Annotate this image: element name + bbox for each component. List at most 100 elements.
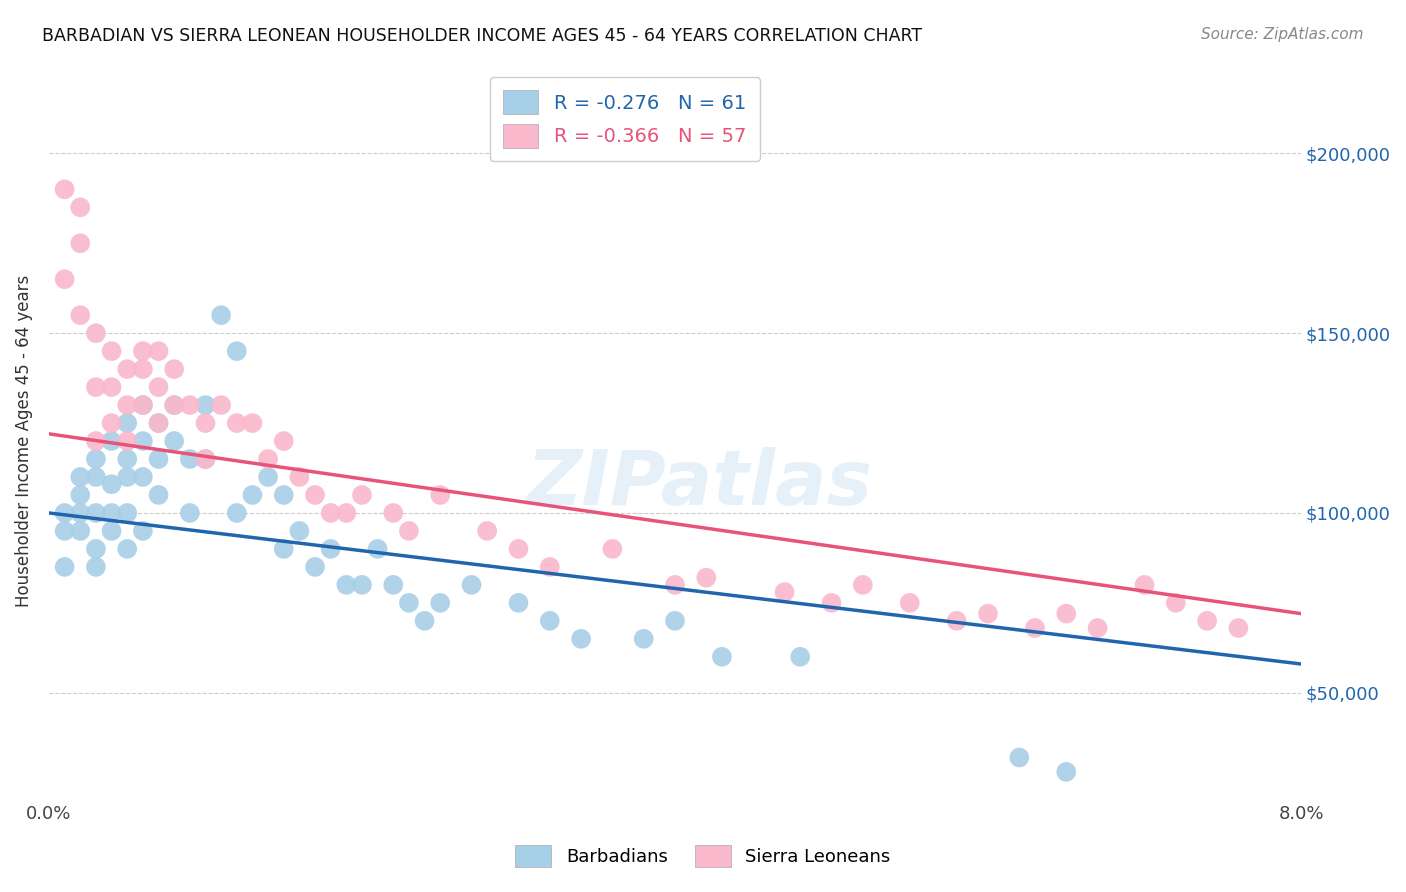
Point: [335, 578, 357, 592]
Point: [53, 182, 76, 196]
Point: [148, 416, 170, 430]
Point: [538, 614, 561, 628]
Point: [84, 470, 107, 484]
Point: [633, 632, 655, 646]
Point: [695, 571, 717, 585]
Point: [319, 506, 342, 520]
Point: [209, 308, 232, 322]
Point: [335, 506, 357, 520]
Point: [242, 416, 264, 430]
Point: [273, 541, 295, 556]
Point: [69, 488, 91, 502]
Point: [225, 344, 247, 359]
Point: [257, 470, 280, 484]
Point: [163, 362, 186, 376]
Point: [148, 452, 170, 467]
Point: [1008, 750, 1031, 764]
Point: [1054, 764, 1077, 779]
Point: [100, 506, 122, 520]
Point: [84, 380, 107, 394]
Point: [429, 488, 451, 502]
Point: [194, 452, 217, 467]
Point: [132, 434, 155, 448]
Point: [100, 416, 122, 430]
Point: [569, 632, 592, 646]
Legend: R = -0.276   N = 61, R = -0.366   N = 57: R = -0.276 N = 61, R = -0.366 N = 57: [489, 77, 761, 161]
Point: [132, 524, 155, 538]
Point: [852, 578, 875, 592]
Point: [413, 614, 436, 628]
Text: Source: ZipAtlas.com: Source: ZipAtlas.com: [1201, 27, 1364, 42]
Point: [257, 452, 280, 467]
Point: [602, 541, 624, 556]
Point: [69, 506, 91, 520]
Point: [225, 506, 247, 520]
Point: [148, 380, 170, 394]
Point: [69, 308, 91, 322]
Point: [477, 524, 499, 538]
Point: [132, 344, 155, 359]
Point: [382, 506, 405, 520]
Point: [1197, 614, 1219, 628]
Point: [710, 649, 733, 664]
Point: [773, 585, 796, 599]
Point: [242, 488, 264, 502]
Point: [194, 398, 217, 412]
Point: [100, 344, 122, 359]
Point: [367, 541, 389, 556]
Point: [115, 470, 138, 484]
Text: ZIPatlas: ZIPatlas: [527, 447, 873, 521]
Point: [163, 434, 186, 448]
Point: [100, 380, 122, 394]
Point: [508, 541, 530, 556]
Point: [84, 452, 107, 467]
Point: [1164, 596, 1187, 610]
Point: [977, 607, 1000, 621]
Point: [350, 488, 373, 502]
Point: [1227, 621, 1250, 635]
Point: [53, 506, 76, 520]
Point: [148, 488, 170, 502]
Point: [209, 398, 232, 412]
Point: [179, 398, 201, 412]
Point: [84, 326, 107, 341]
Point: [115, 398, 138, 412]
Point: [163, 398, 186, 412]
Point: [69, 524, 91, 538]
Point: [100, 434, 122, 448]
Point: [382, 578, 405, 592]
Point: [1133, 578, 1156, 592]
Point: [115, 416, 138, 430]
Y-axis label: Householder Income Ages 45 - 64 years: Householder Income Ages 45 - 64 years: [15, 275, 32, 607]
Point: [53, 272, 76, 286]
Text: BARBADIAN VS SIERRA LEONEAN HOUSEHOLDER INCOME AGES 45 - 64 YEARS CORRELATION CH: BARBADIAN VS SIERRA LEONEAN HOUSEHOLDER …: [42, 27, 922, 45]
Point: [194, 452, 217, 467]
Point: [1024, 621, 1046, 635]
Point: [132, 470, 155, 484]
Point: [225, 416, 247, 430]
Point: [100, 524, 122, 538]
Point: [148, 344, 170, 359]
Point: [304, 488, 326, 502]
Point: [69, 200, 91, 214]
Point: [84, 560, 107, 574]
Point: [1087, 621, 1109, 635]
Point: [132, 398, 155, 412]
Legend: Barbadians, Sierra Leoneans: Barbadians, Sierra Leoneans: [508, 838, 898, 874]
Point: [69, 470, 91, 484]
Point: [69, 236, 91, 251]
Point: [288, 524, 311, 538]
Point: [132, 398, 155, 412]
Point: [664, 614, 686, 628]
Point: [1054, 607, 1077, 621]
Point: [132, 362, 155, 376]
Point: [115, 452, 138, 467]
Point: [194, 416, 217, 430]
Point: [115, 506, 138, 520]
Point: [538, 560, 561, 574]
Point: [53, 524, 76, 538]
Point: [945, 614, 967, 628]
Point: [304, 560, 326, 574]
Point: [84, 541, 107, 556]
Point: [100, 477, 122, 491]
